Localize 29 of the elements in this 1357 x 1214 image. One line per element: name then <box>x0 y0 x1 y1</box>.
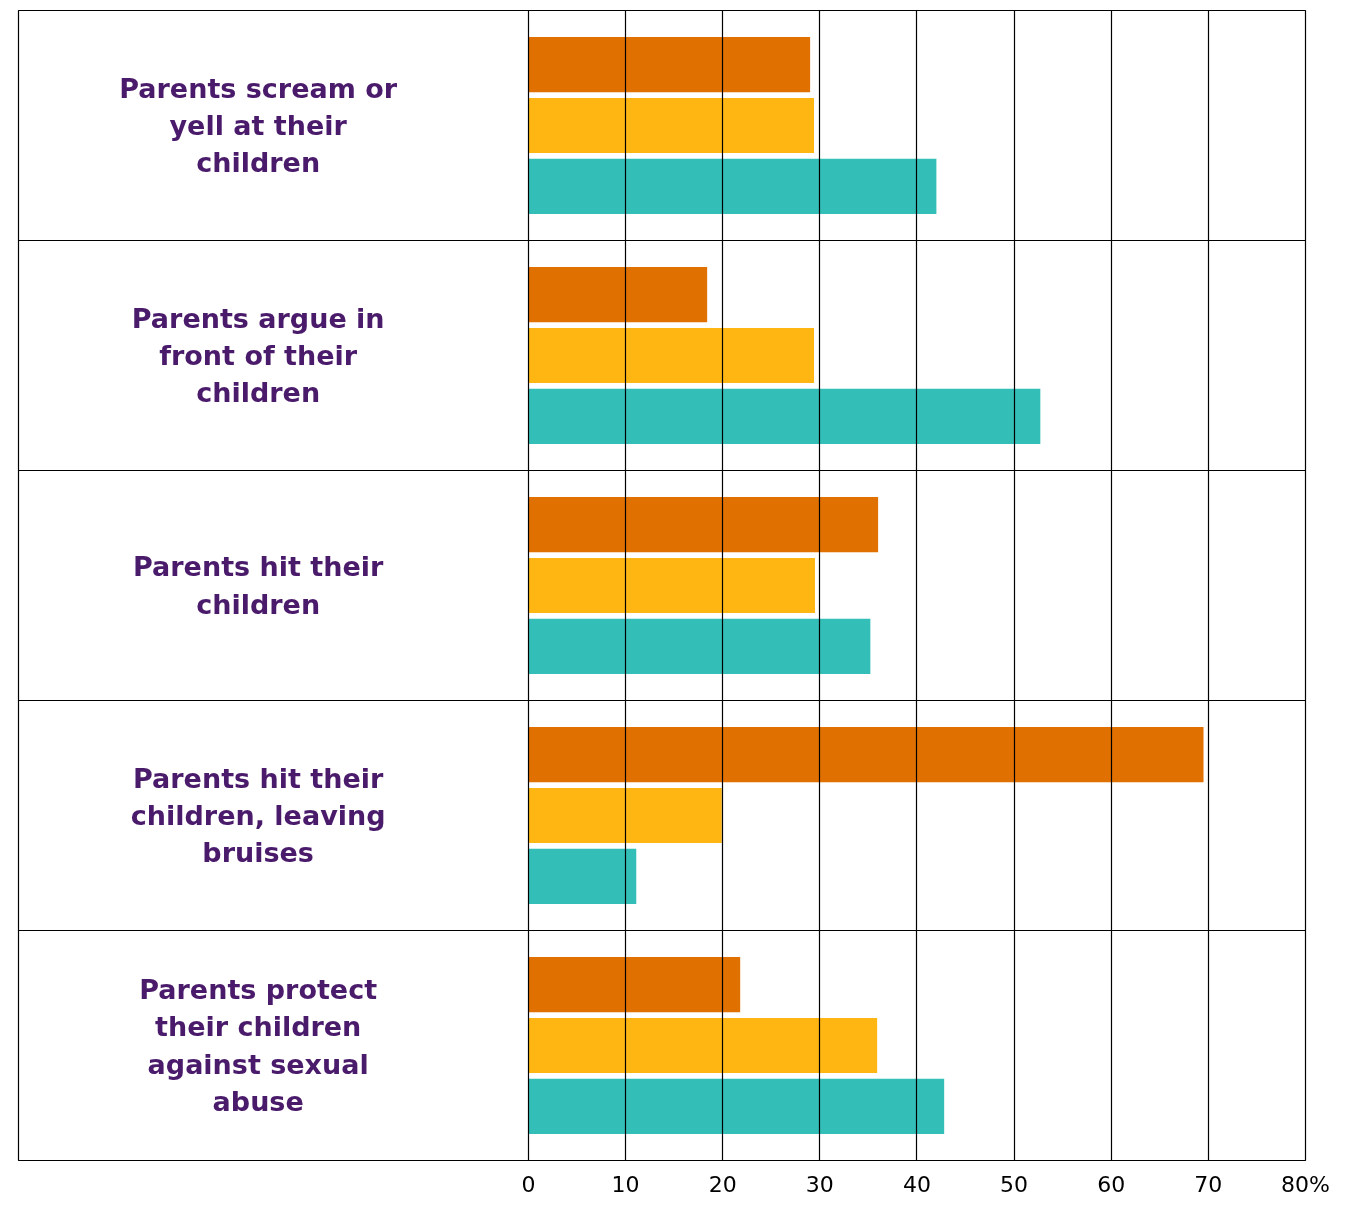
bar <box>528 618 871 675</box>
x-tick-label: 40 <box>902 1171 931 1197</box>
x-tick-label: 30 <box>805 1171 834 1197</box>
bar <box>528 956 741 1013</box>
bar <box>528 496 879 553</box>
x-tick-label: 10 <box>611 1171 640 1197</box>
x-tick-label: 60 <box>1097 1171 1126 1197</box>
x-tick-label: 70 <box>1194 1171 1223 1197</box>
y-tick-label: Parents hit their children <box>133 551 385 620</box>
y-tick-label: Parents scream or yell at their children <box>119 72 398 179</box>
bar <box>528 1017 878 1074</box>
bar <box>528 1078 945 1135</box>
x-tick-label: 20 <box>708 1171 737 1197</box>
bar <box>528 787 722 844</box>
x-tick-label: 80% <box>1281 1171 1330 1197</box>
y-tick-label: Parents argue in front of their children <box>131 302 385 409</box>
bar <box>528 327 815 384</box>
bar <box>528 158 937 215</box>
x-tick-label: 0 <box>521 1171 536 1197</box>
bar <box>528 388 1041 445</box>
x-tick-label: 50 <box>1000 1171 1029 1197</box>
y-tick-label: Parents hit their children, leaving bruises <box>130 762 386 869</box>
y-tick-label: Parents protect their children against sexual abuse <box>139 974 378 1117</box>
bar <box>528 266 708 323</box>
bar <box>528 36 811 93</box>
bar <box>528 726 1204 783</box>
bar <box>528 97 815 154</box>
bar <box>528 848 637 905</box>
bar <box>528 557 815 614</box>
